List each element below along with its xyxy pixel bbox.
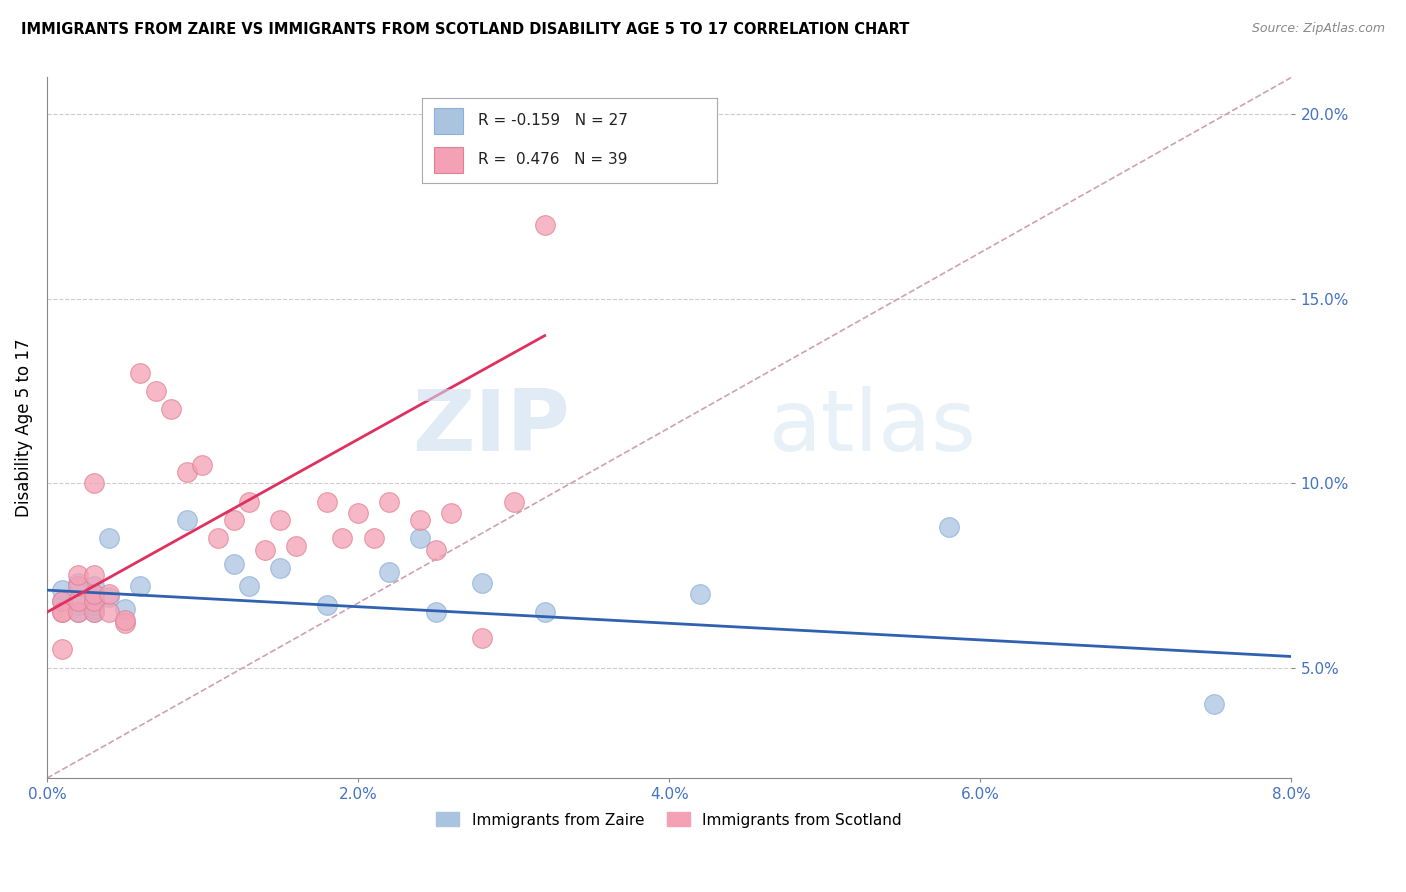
Point bbox=[502, 494, 524, 508]
Text: Source: ZipAtlas.com: Source: ZipAtlas.com bbox=[1251, 22, 1385, 36]
Point bbox=[98, 532, 121, 546]
Point bbox=[83, 476, 105, 491]
Point bbox=[114, 616, 136, 631]
Point bbox=[66, 605, 89, 619]
Point bbox=[269, 561, 291, 575]
Point bbox=[129, 366, 152, 380]
Point bbox=[83, 594, 105, 608]
Point bbox=[440, 506, 463, 520]
Point bbox=[425, 605, 447, 619]
Point bbox=[409, 532, 432, 546]
Point bbox=[316, 598, 339, 612]
Point bbox=[66, 598, 89, 612]
Point bbox=[238, 494, 260, 508]
Point bbox=[378, 565, 401, 579]
Point bbox=[191, 458, 214, 472]
Point bbox=[83, 605, 105, 619]
Legend: Immigrants from Zaire, Immigrants from Scotland: Immigrants from Zaire, Immigrants from S… bbox=[430, 806, 908, 834]
Point bbox=[253, 542, 276, 557]
Point bbox=[66, 605, 89, 619]
Point bbox=[51, 605, 73, 619]
FancyBboxPatch shape bbox=[433, 108, 463, 134]
Point bbox=[938, 520, 960, 534]
Point bbox=[222, 513, 245, 527]
Point bbox=[66, 568, 89, 582]
Point bbox=[51, 605, 73, 619]
Point bbox=[83, 598, 105, 612]
Point bbox=[689, 587, 711, 601]
Point bbox=[66, 594, 89, 608]
Point bbox=[98, 587, 121, 601]
Point bbox=[332, 532, 354, 546]
Point bbox=[98, 605, 121, 619]
Point bbox=[425, 542, 447, 557]
Point bbox=[114, 601, 136, 615]
Point bbox=[207, 532, 229, 546]
Text: IMMIGRANTS FROM ZAIRE VS IMMIGRANTS FROM SCOTLAND DISABILITY AGE 5 TO 17 CORRELA: IMMIGRANTS FROM ZAIRE VS IMMIGRANTS FROM… bbox=[21, 22, 910, 37]
Point bbox=[83, 579, 105, 593]
Point bbox=[83, 587, 105, 601]
Point bbox=[284, 539, 307, 553]
Point bbox=[51, 594, 73, 608]
Point bbox=[471, 631, 494, 645]
Point bbox=[347, 506, 370, 520]
Point bbox=[269, 513, 291, 527]
Point bbox=[83, 605, 105, 619]
Point bbox=[533, 218, 555, 232]
Point bbox=[471, 575, 494, 590]
FancyBboxPatch shape bbox=[433, 147, 463, 173]
Point bbox=[51, 594, 73, 608]
Text: ZIP: ZIP bbox=[412, 386, 569, 469]
Point bbox=[66, 575, 89, 590]
Y-axis label: Disability Age 5 to 17: Disability Age 5 to 17 bbox=[15, 339, 32, 517]
Point bbox=[176, 513, 198, 527]
Point bbox=[66, 579, 89, 593]
Text: R =  0.476   N = 39: R = 0.476 N = 39 bbox=[478, 153, 627, 168]
Point bbox=[222, 558, 245, 572]
Point bbox=[316, 494, 339, 508]
Point bbox=[145, 384, 167, 398]
Text: atlas: atlas bbox=[769, 386, 977, 469]
Point bbox=[83, 568, 105, 582]
Point bbox=[160, 402, 183, 417]
Point bbox=[533, 605, 555, 619]
Point bbox=[363, 532, 385, 546]
Point bbox=[98, 591, 121, 605]
Point bbox=[83, 587, 105, 601]
Point bbox=[114, 613, 136, 627]
Point bbox=[129, 579, 152, 593]
Point bbox=[176, 465, 198, 479]
Point bbox=[238, 579, 260, 593]
Point bbox=[83, 601, 105, 615]
Point bbox=[51, 642, 73, 657]
Point bbox=[51, 583, 73, 598]
Text: R = -0.159   N = 27: R = -0.159 N = 27 bbox=[478, 113, 627, 128]
Point bbox=[378, 494, 401, 508]
Point bbox=[1202, 698, 1225, 712]
Point bbox=[409, 513, 432, 527]
